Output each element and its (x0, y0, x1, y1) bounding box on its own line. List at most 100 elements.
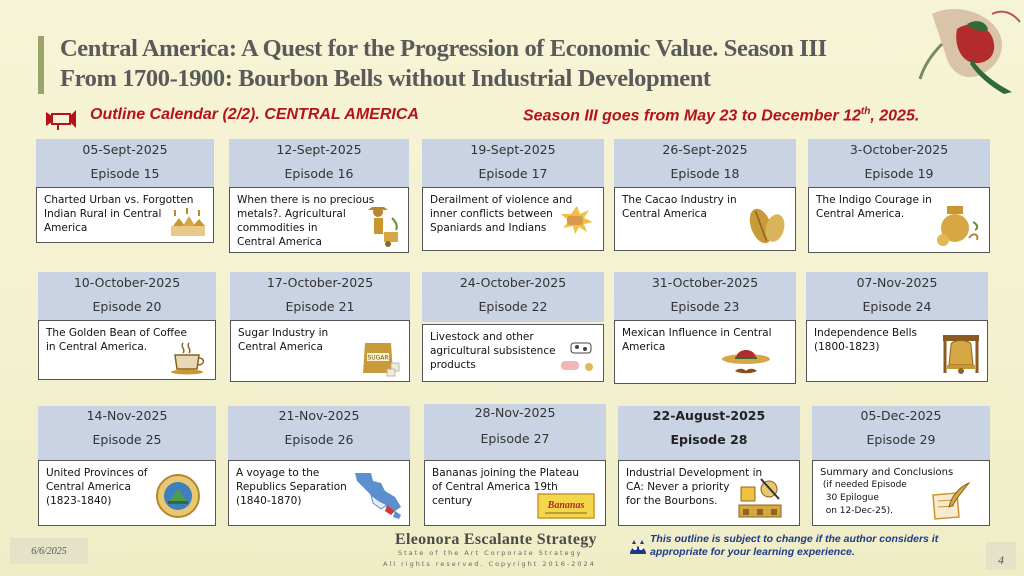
desc-line: Bananas joining the Plateau (432, 467, 580, 479)
episode-date: 14-Nov-2025 (86, 408, 168, 423)
page-title-line-2: From 1700-1900: Bourbon Bells without In… (60, 65, 711, 92)
season-range-text: Season III goes from May 23 to December … (523, 107, 861, 125)
desc-line: When there is no precious (237, 194, 375, 206)
episode-date: 3-October-2025 (849, 142, 949, 157)
episode-card[interactable]: 19-Sept-2025 Episode 17 Derailment of vi… (422, 139, 604, 253)
desc-line: (1840-1870) (236, 495, 302, 507)
episode-date: 10-October-2025 (73, 275, 181, 290)
episode-description: A voyage to the Republics Separation (18… (236, 466, 347, 508)
outline-calendar-label: Outline Calendar (2/2). CENTRAL AMERICA (90, 106, 419, 123)
episode-card[interactable]: 05-Sept-2025 Episode 15 Charted Urban vs… (36, 139, 214, 253)
episode-description: Independence Bells (1800-1823) (814, 326, 917, 354)
episode-card[interactable]: 28-Nov-2025 Episode 27 Bananas joining t… (424, 404, 606, 526)
episode-number: Episode 27 (480, 431, 550, 446)
desc-line: Industrial Development in (626, 467, 763, 479)
brand-name: Eleonora Escalante Strategy (395, 531, 597, 548)
episode-description: Sugar Industry in Central America (238, 326, 328, 354)
episode-number: Episode 19 (864, 166, 934, 181)
desc-line: Summary and Conclusions (820, 467, 954, 478)
episode-number: Episode 17 (478, 166, 548, 181)
sugar-bag-icon: SUGAR (363, 343, 400, 377)
fist-icon (561, 206, 593, 234)
desc-line: Derailment of violence and (430, 194, 573, 206)
desc-line: (1823-1840) (46, 495, 112, 507)
episode-card[interactable]: 24-October-2025 Episode 22 Livestock and… (422, 272, 604, 382)
desc-line: America (44, 222, 88, 234)
episode-card[interactable]: 05-Dec-2025 Episode 29 Summary and Concl… (812, 406, 990, 526)
desc-line: century (432, 495, 473, 507)
episode-number: Episode 25 (92, 432, 162, 447)
page-number: 4 (986, 542, 1016, 570)
episode-card[interactable]: 17-October-2025 Episode 21 Sugar Industr… (230, 272, 410, 382)
map-icon (355, 473, 401, 519)
episode-description: Summary and Conclusions (if needed Episo… (820, 466, 953, 518)
episode-date: 17-October-2025 (266, 275, 374, 290)
desc-line: 30 Epilogue (820, 493, 879, 503)
cacao-icon (749, 208, 785, 244)
desc-line: Republics Separation (236, 481, 347, 493)
desc-line: America (622, 341, 666, 353)
desc-line: A voyage to the (236, 467, 320, 479)
sugar-bag-label: SUGAR (367, 355, 388, 362)
owl-logo-icon (630, 540, 646, 554)
sombrero-icon (722, 350, 770, 374)
episode-date: 31-October-2025 (651, 275, 759, 290)
desc-line: Central America (237, 236, 322, 248)
episode-card[interactable]: 31-October-2025 Episode 23 Mexican Influ… (614, 272, 796, 384)
season-range-sup: th (860, 106, 871, 117)
desc-line: inner conflicts between (430, 208, 553, 220)
episode-number: Episode 28 (670, 432, 748, 447)
episode-number: Episode 23 (670, 299, 740, 314)
desc-line: The Golden Bean of Coffee (46, 327, 187, 339)
desc-line: Central America. (816, 208, 905, 220)
village-icon (171, 208, 205, 236)
desc-line: Mexican Influence in Central (622, 327, 772, 339)
brand-tagline: State of the Art Corporate Strategy (398, 549, 583, 557)
episode-description: The Golden Bean of Coffee in Central Ame… (46, 326, 187, 354)
episode-date: 24-October-2025 (459, 275, 567, 290)
desc-line: Livestock and other (430, 331, 534, 343)
desc-line: The Cacao Industry in (622, 194, 737, 206)
page-title-line-1: Central America: A Quest for the Progres… (60, 35, 827, 62)
desc-line: The Indigo Courage in (816, 194, 932, 206)
episode-description: United Provinces of Central America (182… (46, 466, 147, 508)
banana-label-icon: Bananas (537, 493, 595, 519)
episode-date: 28-Nov-2025 (474, 405, 556, 420)
industry-icon (738, 478, 782, 518)
episode-card[interactable]: 14-Nov-2025 Episode 25 United Provinces … (38, 406, 216, 526)
episode-number: Episode 16 (284, 166, 354, 181)
livestock-icon (561, 342, 593, 371)
bell-icon (943, 335, 979, 374)
episode-card[interactable]: 22-August-2025 Episode 28 Industrial Dev… (618, 406, 800, 526)
episode-card[interactable]: 07-Nov-2025 Episode 24 Independence Bell… (806, 272, 988, 382)
desc-line: products (430, 359, 476, 371)
episode-date: 05-Sept-2025 (82, 142, 168, 157)
episode-description: When there is no precious metals?. Agric… (237, 193, 374, 249)
desc-line: metals?. Agricultural (237, 208, 346, 220)
episode-date: 26-Sept-2025 (662, 142, 748, 157)
episode-description: Livestock and other agricultural subsist… (430, 330, 556, 372)
disclaimer-note: This outline is subject to change if the… (650, 533, 938, 559)
episode-number: Episode 22 (478, 299, 548, 314)
episode-number: Episode 20 (92, 299, 162, 314)
episode-description: Mexican Influence in Central America (622, 326, 772, 354)
episode-description: The Indigo Courage in Central America. (816, 193, 932, 221)
episode-date: 07-Nov-2025 (856, 275, 938, 290)
desc-line: Central America (622, 208, 707, 220)
desc-line: (if needed Episode (820, 480, 907, 490)
episode-date: 22-August-2025 (652, 408, 766, 423)
slide-date: 6/6/2025 (10, 538, 88, 564)
episode-number: Episode 24 (862, 299, 932, 314)
episode-card[interactable]: 10-October-2025 Episode 20 The Golden Be… (38, 272, 216, 382)
desc-line: in Central America. (46, 341, 148, 353)
banana-label-text: Bananas (547, 500, 585, 511)
episode-number: Episode 26 (284, 432, 354, 447)
episode-number: Episode 21 (285, 299, 355, 314)
episode-number: Episode 18 (670, 166, 740, 181)
episode-description: Bananas joining the Plateau of Central A… (432, 466, 579, 508)
seal-icon (156, 474, 200, 518)
episode-card[interactable]: 3-October-2025 Episode 19 The Indigo Cou… (808, 139, 990, 253)
episode-card[interactable]: 26-Sept-2025 Episode 18 The Cacao Indust… (614, 139, 796, 253)
episode-card[interactable]: 12-Sept-2025 Episode 16 When there is no… (229, 139, 409, 253)
episode-card[interactable]: 21-Nov-2025 Episode 26 A voyage to the R… (228, 406, 410, 526)
